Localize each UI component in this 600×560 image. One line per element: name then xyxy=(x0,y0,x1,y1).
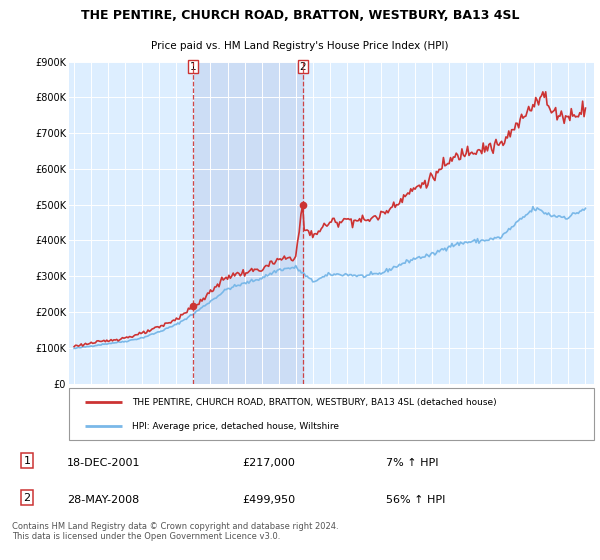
Text: 7% ↑ HPI: 7% ↑ HPI xyxy=(386,458,439,468)
Text: 1: 1 xyxy=(190,62,196,72)
Text: 56% ↑ HPI: 56% ↑ HPI xyxy=(386,495,446,505)
Text: £499,950: £499,950 xyxy=(242,495,296,505)
Text: Contains HM Land Registry data © Crown copyright and database right 2024.
This d: Contains HM Land Registry data © Crown c… xyxy=(12,521,338,541)
Text: 18-DEC-2001: 18-DEC-2001 xyxy=(67,458,140,468)
Text: HPI: Average price, detached house, Wiltshire: HPI: Average price, detached house, Wilt… xyxy=(132,422,339,431)
Text: 28-MAY-2008: 28-MAY-2008 xyxy=(67,495,139,505)
Text: THE PENTIRE, CHURCH ROAD, BRATTON, WESTBURY, BA13 4SL (detached house): THE PENTIRE, CHURCH ROAD, BRATTON, WESTB… xyxy=(132,398,497,407)
Text: 2: 2 xyxy=(299,62,306,72)
Text: Price paid vs. HM Land Registry's House Price Index (HPI): Price paid vs. HM Land Registry's House … xyxy=(151,41,449,51)
Text: £217,000: £217,000 xyxy=(242,458,295,468)
Text: THE PENTIRE, CHURCH ROAD, BRATTON, WESTBURY, BA13 4SL: THE PENTIRE, CHURCH ROAD, BRATTON, WESTB… xyxy=(81,9,519,22)
Bar xyxy=(193,62,302,384)
Text: 1: 1 xyxy=(23,456,31,466)
Text: 2: 2 xyxy=(23,493,31,503)
